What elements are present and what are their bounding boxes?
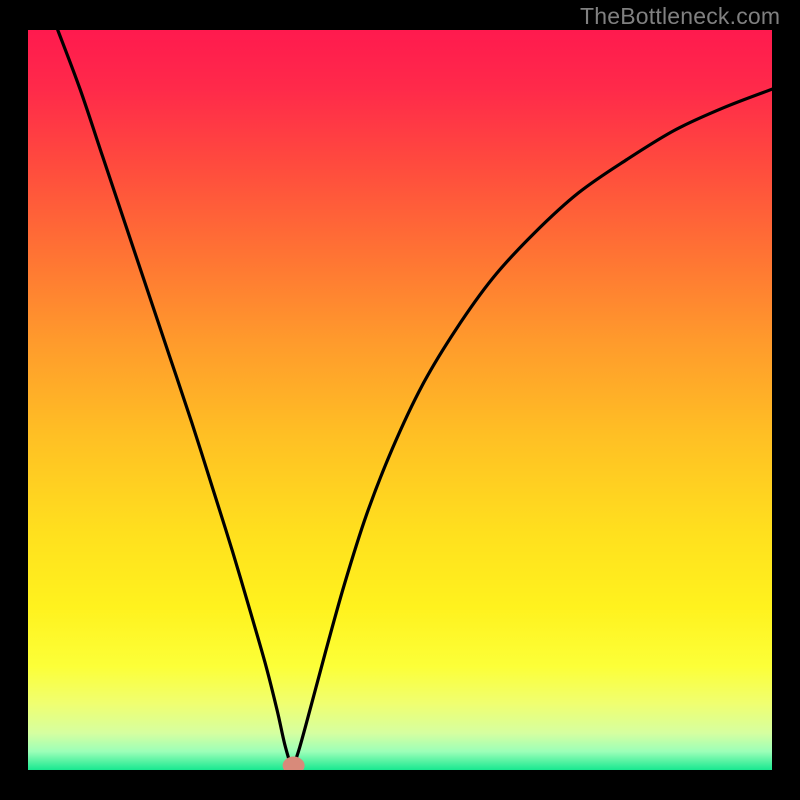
- curve-right-branch: [292, 89, 772, 770]
- plot-area: [28, 30, 772, 770]
- watermark-text: TheBottleneck.com: [580, 3, 780, 30]
- optimal-point-marker: [283, 757, 305, 770]
- bottleneck-curve: [28, 30, 772, 770]
- curve-left-branch: [58, 30, 292, 770]
